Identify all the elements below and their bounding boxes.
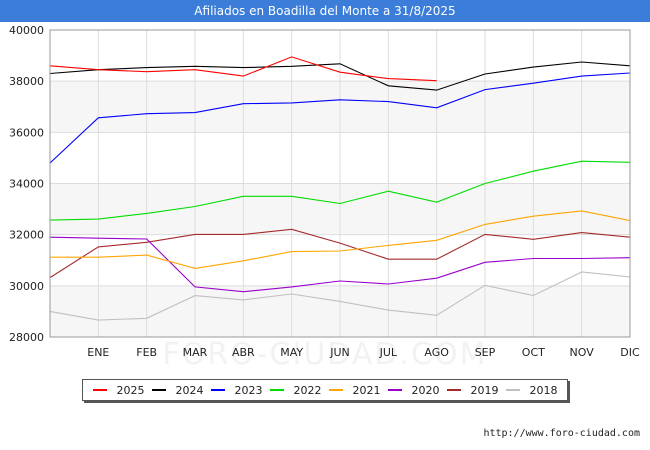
series-line-2022	[49, 160, 631, 221]
y-tick-label: 34000	[9, 178, 44, 191]
axes	[49, 29, 631, 338]
series-line-2021	[50, 210, 631, 269]
legend-swatch	[446, 389, 461, 391]
legend-swatch	[269, 389, 284, 391]
y-tick-label: 28000	[9, 331, 44, 344]
legend-swatch	[387, 389, 402, 391]
source-url: http://www.foro-ciudad.com	[483, 428, 640, 439]
legend-item-2019: 2019	[446, 383, 499, 397]
legend-label: 2024	[175, 383, 204, 397]
legend-label: 2023	[234, 383, 263, 397]
y-tick-labels: 28000 30000 32000 34000 36000 38000 40000	[9, 24, 44, 344]
x-tick-label: JUN	[329, 346, 350, 359]
x-tick-label: MAY	[280, 346, 303, 359]
x-tick-label: JUL	[379, 346, 398, 359]
series-line-2024	[49, 61, 631, 91]
watermark-text: FORO-CIUDAD.COM	[163, 337, 488, 372]
chart-title: Afiliados en Boadilla del Monte a 31/8/2…	[0, 0, 650, 22]
y-tick-label: 30000	[9, 280, 44, 293]
x-tick-label: ENE	[87, 346, 109, 359]
legend-item-2021: 2021	[328, 383, 381, 397]
x-tick-label: SEP	[475, 346, 496, 359]
x-tick-label: AGO	[424, 346, 449, 359]
y-tick-label: 32000	[9, 229, 44, 242]
x-tick-label: NOV	[570, 346, 595, 359]
legend-swatch	[505, 389, 520, 391]
series-line-2023	[49, 72, 631, 164]
series-line-2019	[49, 228, 631, 279]
legend-swatch	[92, 389, 107, 391]
series-line-2018	[49, 271, 631, 321]
legend-swatch	[151, 389, 166, 391]
legend-label: 2019	[470, 383, 499, 397]
legend-label: 2021	[352, 383, 381, 397]
legend-item-2022: 2022	[269, 383, 322, 397]
legend-item-2025: 2025	[92, 383, 145, 397]
legend-label: 2020	[411, 383, 440, 397]
legend-swatch	[328, 389, 343, 391]
legend-item-2020: 2020	[387, 383, 440, 397]
legend-swatch	[210, 389, 225, 391]
y-tick-label: 40000	[9, 24, 44, 37]
legend-item-2018: 2018	[505, 383, 558, 397]
x-tick-label: ABR	[232, 346, 255, 359]
series-line-2025	[49, 56, 437, 82]
y-tick-label: 38000	[9, 75, 44, 88]
x-tick-label: MAR	[183, 346, 208, 359]
x-tick-label: DIC	[620, 346, 640, 359]
x-tick-label: FEB	[136, 346, 157, 359]
legend-label: 2018	[529, 383, 558, 397]
legend-item-2024: 2024	[151, 383, 204, 397]
legend-item-2023: 2023	[210, 383, 263, 397]
x-tick-label: OCT	[522, 346, 545, 359]
legend: 2025 2024 2023 2022 2021 2020 2019 2018	[82, 379, 568, 401]
x-tick-labels: ENE FEB MAR ABR MAY JUN JUL AGO SEP OCT NOV DIC	[87, 346, 640, 359]
series-lines	[49, 56, 631, 321]
legend-label: 2025	[116, 383, 145, 397]
series-line-2020	[49, 236, 631, 293]
y-tick-label: 36000	[9, 126, 44, 139]
legend-label: 2022	[293, 383, 322, 397]
plot-area-border	[49, 29, 631, 338]
